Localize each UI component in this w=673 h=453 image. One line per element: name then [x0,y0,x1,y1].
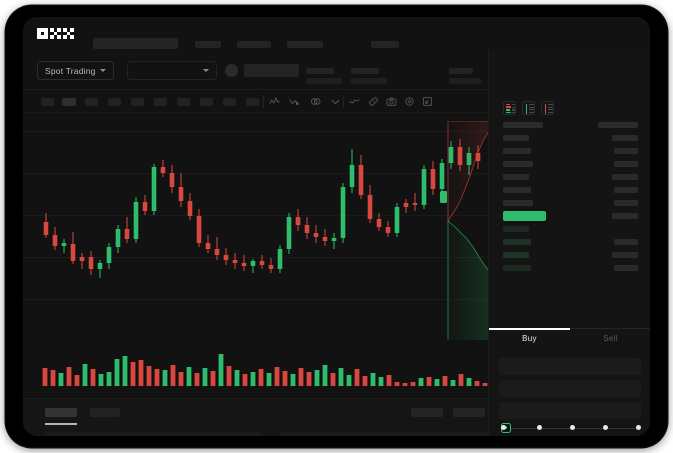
logo-glyph-o [37,28,48,39]
chevron-down-icon[interactable] [330,96,341,107]
device-frame: Spot Trading [6,6,667,447]
orderbook-size [612,252,638,258]
trading-pair-dropdown[interactable] [127,61,217,80]
price-chart[interactable] [23,113,488,340]
fullscreen-icon[interactable] [422,96,433,107]
market-stat [306,68,342,84]
orders-tab-open[interactable] [45,408,77,417]
nav-item-3[interactable] [371,41,399,48]
timeframe-button[interactable] [131,98,144,106]
order-amount-field[interactable] [499,380,641,397]
market-stat [351,68,387,84]
orders-tab-history[interactable] [90,408,120,417]
orderbook-size [614,161,638,167]
okx-logo[interactable] [37,28,81,39]
orderbook-size [612,213,638,219]
orderbook-size [614,265,638,271]
volume-series [42,354,488,386]
orderbook-size [614,239,638,245]
active-tab-underline [45,423,77,425]
market-type-dropdown[interactable]: Spot Trading [37,61,114,80]
orderbook-size [614,200,638,206]
timeframe-button[interactable] [41,98,54,106]
orderbook-col-header [503,122,543,128]
orders-action-1[interactable] [453,408,485,417]
orders-panel [23,398,489,436]
orderbook-ask-row[interactable] [503,161,533,167]
nav-item-1[interactable] [237,41,271,48]
timeframe-button[interactable] [85,98,98,106]
timeframe-button-active[interactable] [62,98,76,106]
timeframe-button[interactable] [246,98,259,106]
orderbook-current-price [503,211,546,221]
chevron-down-icon [203,69,209,72]
candlestick-series [43,139,481,278]
orderbook-size [614,148,638,154]
measure-ruler-icon[interactable] [368,96,379,107]
active-tab-indicator [489,328,570,330]
orderbook-ask-row[interactable] [503,174,529,180]
orderbook-ask-row[interactable] [503,148,531,154]
orderbook-mode-asks-only-icon[interactable] [541,101,554,115]
pair-name [244,64,299,77]
slider-stop-100[interactable] [636,425,641,430]
last-price-marker [440,191,447,203]
logo-glyph-k [50,28,61,39]
tab-sell[interactable]: Sell [603,334,618,343]
tab-buy[interactable]: Buy [522,334,537,343]
orderbook-size [612,135,638,141]
order-row-card[interactable] [45,432,263,436]
orderbook-col-header [598,122,638,128]
orderbook-mode-bids-only-icon[interactable] [522,101,535,115]
nav-item-2[interactable] [287,41,323,48]
timeframe-button[interactable] [154,98,167,106]
line-chart-icon[interactable] [349,96,360,107]
compare-icon[interactable] [310,96,321,107]
volume-chart [23,340,488,398]
orderbook-bid-row[interactable] [503,239,531,245]
chart-type-icon[interactable] [289,96,300,107]
timeframe-button[interactable] [177,98,190,106]
nav-item-0[interactable] [195,41,221,48]
order-total-field[interactable] [499,402,641,419]
slider-stop-75[interactable] [603,425,608,430]
order-price-field[interactable] [499,358,641,375]
timeframe-button[interactable] [200,98,213,106]
coin-avatar [225,64,238,77]
slider-stop-50[interactable] [570,425,575,430]
market-stat [449,68,481,84]
timeframe-button[interactable] [223,98,236,106]
orderbook-size [612,174,638,180]
market-type-label: Spot Trading [45,65,96,76]
orders-action-0[interactable] [411,408,443,417]
orderbook-mode-both-icon[interactable] [503,101,516,115]
orderbook-ask-row[interactable] [503,200,533,206]
slider-stop-25[interactable] [537,425,542,430]
search-input[interactable] [93,38,178,49]
timeframe-button[interactable] [108,98,121,106]
orderbook-ask-row[interactable] [503,187,531,193]
orderbook-bid-row[interactable] [503,252,529,258]
orderbook-size [614,187,638,193]
app-screen: Spot Trading [23,17,650,436]
orderbook-view-modes [503,101,554,115]
amount-percent-slider[interactable] [501,423,641,433]
toolbar-divider [343,95,344,108]
chevron-down-icon [99,69,106,72]
camera-icon[interactable] [386,96,397,107]
logo-glyph-x [63,28,74,39]
app-header [23,17,650,50]
orderbook-ask-row[interactable] [503,135,529,141]
order-row-card[interactable] [279,432,489,436]
toolbar-divider [263,95,264,108]
slider-stop-50[interactable] [501,425,506,430]
trade-side-tabs: Buy Sell [489,328,650,350]
orderbook-bid-row[interactable] [503,265,531,271]
indicators-icon[interactable] [269,96,280,107]
settings-gear-icon[interactable] [404,96,415,107]
orderbook-bid-row[interactable] [503,226,529,232]
order-book-panel: Buy Sell [488,50,650,436]
